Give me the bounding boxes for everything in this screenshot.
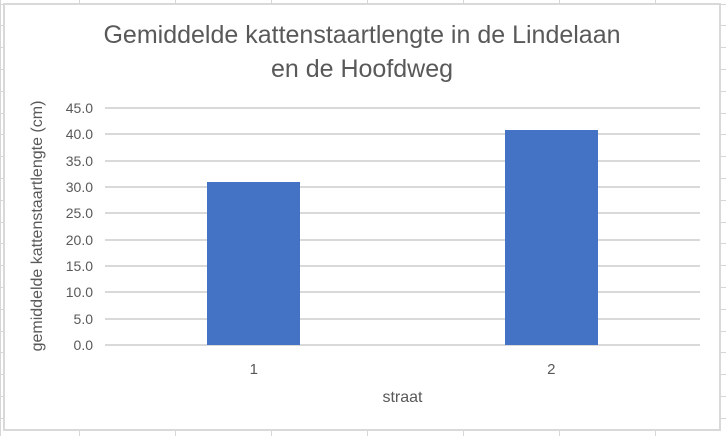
x-axis-title: straat bbox=[382, 389, 423, 406]
x-axis-line bbox=[105, 344, 700, 346]
chart-title-line-2: en de Hoofdweg bbox=[270, 55, 454, 83]
y-gridline bbox=[105, 212, 700, 215]
chart-title: Gemiddelde kattenstaartlengte in de Lind… bbox=[5, 18, 719, 86]
y-gridline bbox=[105, 159, 700, 162]
x-category-label: 1 bbox=[249, 361, 258, 378]
y-tick-label: 20.0 bbox=[65, 231, 93, 248]
bar-2[interactable] bbox=[504, 130, 598, 345]
y-tick-label: 5.0 bbox=[73, 310, 93, 327]
y-tick-label: 25.0 bbox=[65, 205, 93, 222]
y-gridline bbox=[105, 238, 700, 241]
y-gridline bbox=[105, 317, 700, 320]
y-gridline bbox=[105, 186, 700, 188]
x-category-label: 2 bbox=[547, 361, 556, 378]
spreadsheet-column-gridline bbox=[0, 0, 1, 436]
y-tick-label: 45.0 bbox=[65, 100, 93, 116]
y-gridline bbox=[105, 107, 700, 109]
bar-1[interactable] bbox=[207, 181, 301, 345]
y-tick-label: 15.0 bbox=[65, 258, 93, 274]
y-tick-label: 10.0 bbox=[65, 284, 93, 301]
y-tick-label: 0.0 bbox=[73, 337, 93, 353]
y-gridline bbox=[105, 291, 700, 294]
y-tick-label: 35.0 bbox=[65, 152, 93, 169]
chart-title-line-1: Gemiddelde kattenstaartlengte in de Lind… bbox=[103, 21, 621, 49]
y-gridline bbox=[105, 265, 700, 267]
y-tick-label: 30.0 bbox=[65, 179, 93, 195]
chart-object[interactable]: Gemiddelde kattenstaartlengte in de Lind… bbox=[3, 3, 721, 431]
y-gridline bbox=[105, 133, 700, 136]
y-tick-label: 40.0 bbox=[65, 126, 93, 143]
